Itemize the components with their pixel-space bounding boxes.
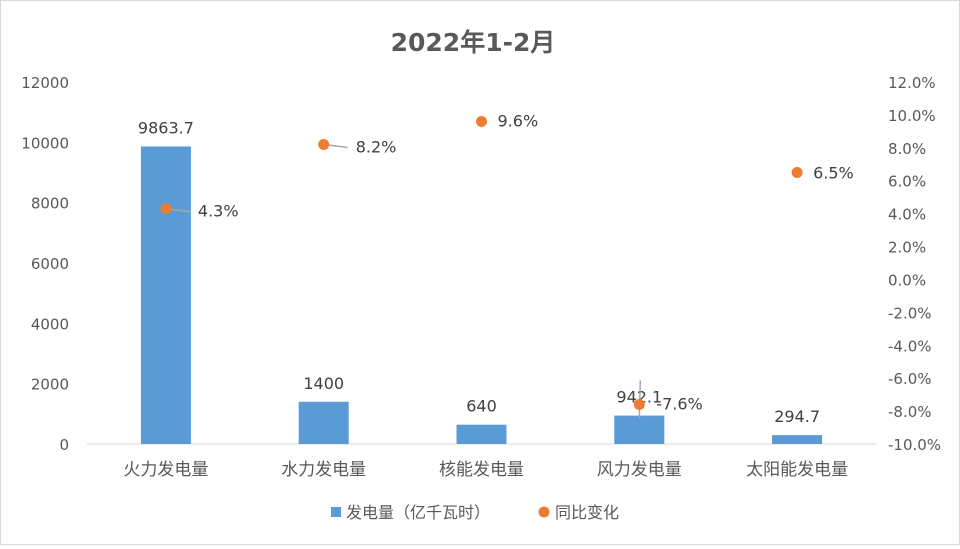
- left-tick-label: 8000: [31, 195, 69, 213]
- bar-series: 9863.71400640942.1294.7: [138, 118, 823, 444]
- legend-swatch-bar: [331, 507, 341, 517]
- point-value-label: -7.6%: [656, 395, 702, 414]
- chart-title: 2022年1-2月: [391, 28, 556, 57]
- category-label: 水力发电量: [281, 460, 366, 480]
- right-tick-label: -8.0%: [888, 403, 932, 421]
- bar-value-label: 9863.7: [138, 118, 194, 137]
- bar-value-label: 640: [466, 397, 497, 416]
- bar: [140, 146, 191, 444]
- right-tick-label: -6.0%: [888, 370, 932, 388]
- bar-value-label: 294.7: [774, 407, 820, 426]
- scatter-series: 4.3% 8.2% 9.6% -7.6% 6.5%: [160, 111, 854, 419]
- right-tick-label: -4.0%: [888, 337, 932, 355]
- right-tick-label: 2.0%: [888, 239, 926, 257]
- point-value-label: 9.6%: [498, 111, 539, 130]
- category-axis: 火力发电量 水力发电量 核能发电量 风力发电量 太阳能发电量: [123, 460, 848, 480]
- category-label: 核能发电量: [439, 460, 524, 480]
- point-value-label: 8.2%: [356, 138, 397, 157]
- bar: [772, 435, 823, 444]
- right-tick-label: 6.0%: [888, 173, 926, 191]
- bar: [614, 415, 665, 444]
- left-tick-label: 6000: [31, 255, 69, 273]
- right-tick-label: 4.0%: [888, 206, 926, 224]
- category-label: 风力发电量: [597, 460, 682, 480]
- left-tick-label: 10000: [21, 134, 69, 152]
- left-tick-label: 0: [59, 436, 69, 454]
- bar-value-label: 1400: [303, 374, 344, 393]
- scatter-point: [160, 203, 172, 215]
- scatter-point: [633, 399, 645, 411]
- left-axis: 0 2000 4000 6000 8000 10000 12000: [21, 74, 69, 454]
- bar: [456, 424, 507, 444]
- bar: [298, 401, 349, 444]
- scatter-point: [318, 139, 330, 151]
- right-tick-label: 10.0%: [888, 107, 936, 125]
- right-axis: -10.0% -8.0% -6.0% -4.0% -2.0% 0.0% 2.0% 4.0% 6.…: [888, 74, 941, 454]
- right-tick-label: 12.0%: [888, 74, 936, 92]
- scatter-point: [476, 115, 487, 127]
- left-tick-label: 2000: [31, 376, 69, 394]
- legend-label-bar: 发电量（亿千瓦时）: [346, 503, 490, 522]
- left-tick-label: 12000: [21, 74, 69, 92]
- scatter-point: [791, 167, 803, 178]
- point-value-label: 6.5%: [813, 164, 854, 183]
- category-label: 火力发电量: [123, 460, 208, 480]
- legend-label-point: 同比变化: [555, 503, 619, 522]
- legend: 发电量（亿千瓦时） 同比变化: [331, 503, 619, 522]
- right-tick-label: 8.0%: [888, 140, 926, 158]
- category-label: 太阳能发电量: [746, 460, 848, 480]
- point-value-label: 4.3%: [198, 202, 239, 221]
- legend-swatch-point: [538, 506, 550, 518]
- right-tick-label: 0.0%: [888, 271, 926, 289]
- right-tick-label: -2.0%: [888, 304, 932, 322]
- right-tick-label: -10.0%: [888, 436, 941, 454]
- left-tick-label: 4000: [31, 315, 69, 333]
